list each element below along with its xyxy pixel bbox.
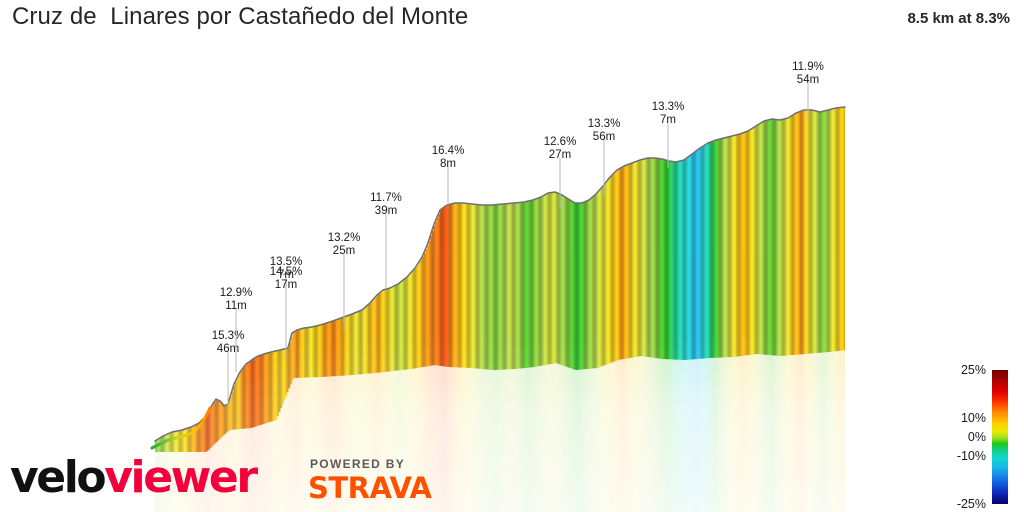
callout-leader-line	[343, 254, 345, 330]
legend-label-minus10: -10%	[956, 448, 986, 463]
callout-leader-line	[559, 158, 561, 208]
legend-label-0: 0%	[967, 430, 986, 444]
veloviewer-logo-velo: velo	[10, 452, 107, 503]
veloviewer-logo[interactable]: veloviewer	[10, 452, 258, 503]
powered-by-label: POWERED BY	[310, 457, 406, 471]
callout-text: 13.3% 7m	[651, 101, 685, 126]
callout-text: 12.6% 27m	[543, 136, 577, 161]
legend-label-minus25: -25%	[956, 497, 986, 511]
callout-leader-line	[667, 123, 669, 168]
legend-label-25: 25%	[960, 363, 986, 377]
callout-text: 14.5% 17m	[269, 266, 303, 291]
legend-gradient-bar	[992, 370, 1008, 504]
branding[interactable]: veloviewer POWERED BY STRAVA	[10, 452, 432, 505]
callout-text: 11.7% 39m	[370, 192, 402, 217]
callout-leader-line	[227, 352, 229, 406]
veloviewer-logo-viewer: viewer	[104, 452, 258, 503]
callout-text: 13.3% 56m	[587, 118, 621, 143]
callout-text: 12.9% 11m	[219, 287, 253, 312]
profile-ridge-line	[154, 106, 846, 442]
callout-leader-line	[285, 288, 287, 352]
callout-text: 16.4% 8m	[431, 145, 465, 170]
legend-label-10: 10%	[960, 411, 986, 426]
callout-leader-line	[447, 167, 449, 205]
callout-text: 13.2% 25m	[327, 232, 361, 257]
callout-text: 11.9% 54m	[792, 61, 824, 86]
profile-start-tail	[150, 406, 212, 450]
callout-text: 13.5% 7m	[269, 256, 303, 281]
callout-leader-line	[603, 140, 605, 196]
gradient-legend: 25% 10% 0% -10% -25%	[942, 363, 1016, 511]
callout-leader-line	[235, 309, 237, 372]
callout-leader-line	[385, 214, 387, 288]
strava-logo[interactable]: STRAVA	[308, 471, 432, 505]
callout-leader-line	[807, 83, 809, 120]
